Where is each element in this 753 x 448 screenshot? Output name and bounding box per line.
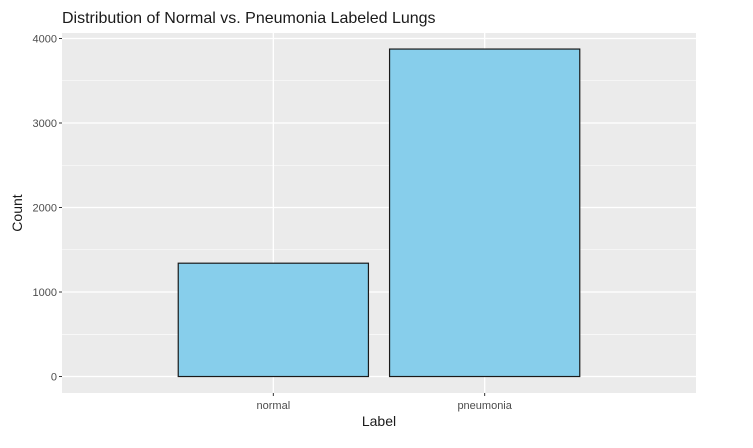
x-tick-label-normal: normal bbox=[257, 400, 291, 412]
y-tick-label: 2000 bbox=[33, 203, 57, 215]
bar-normal bbox=[177, 262, 370, 378]
bar-pneumonia bbox=[388, 48, 581, 378]
axes: 0 1000 2000 3000 4000 normal pneumonia bbox=[33, 33, 513, 412]
x-axis-label: Label bbox=[362, 413, 396, 429]
y-tick-label: 0 bbox=[51, 372, 57, 384]
y-tick-label: 3000 bbox=[33, 118, 57, 130]
y-tick-label: 1000 bbox=[33, 287, 57, 299]
chart-title: Distribution of Normal vs. Pneumonia Lab… bbox=[62, 10, 436, 27]
x-tick-label-pneumonia: pneumonia bbox=[457, 400, 512, 412]
y-tick-label: 4000 bbox=[33, 33, 57, 45]
plot-panel bbox=[62, 33, 696, 393]
bars bbox=[177, 48, 581, 378]
y-axis-label: Count bbox=[9, 194, 25, 231]
